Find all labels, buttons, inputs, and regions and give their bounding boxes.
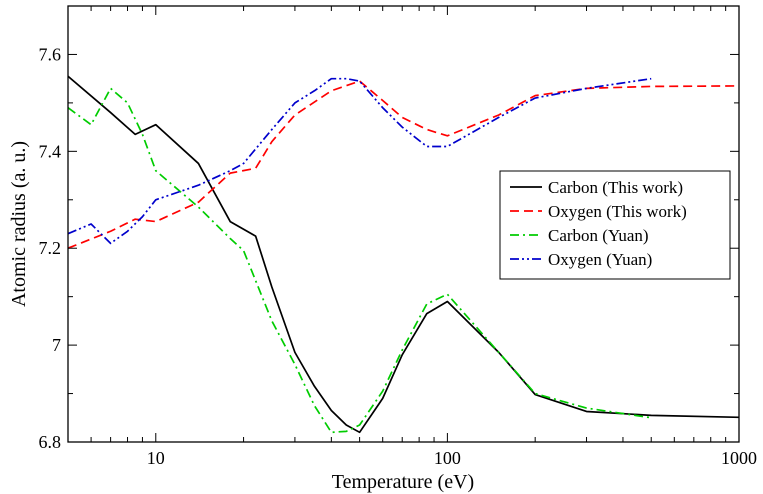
x-tick-label-0: 10 <box>147 448 165 468</box>
ticks-layer: 10 100 1000 6.8 7 7.2 7.4 7.6 <box>39 5 757 468</box>
y-tick-label-2: 7.2 <box>39 238 62 258</box>
x-tick-label-1: 100 <box>434 448 461 468</box>
series-layer <box>68 75 739 434</box>
y-tick-label-4: 7.6 <box>39 44 62 64</box>
series-line-1 <box>68 80 739 250</box>
plot-frame <box>67 5 740 443</box>
legend-label-0: Carbon (This work) <box>548 178 683 197</box>
legend: Carbon (This work) Oxygen (This work) Carb… <box>499 170 731 280</box>
y-tick-label-1: 7 <box>52 335 61 355</box>
y-tick-label-3: 7.4 <box>39 141 62 161</box>
legend-label-1: Oxygen (This work) <box>548 202 687 221</box>
x-tick-label-2: 1000 <box>721 448 757 468</box>
series-line-3 <box>68 77 652 245</box>
y-tick-label-0: 6.8 <box>39 432 62 452</box>
y-axis-label: Atomic radius (a. u.) <box>8 141 30 307</box>
series-line-2 <box>68 87 652 434</box>
legend-label-2: Carbon (Yuan) <box>548 226 649 245</box>
legend-box <box>499 170 731 280</box>
legend-label-3: Oxygen (Yuan) <box>548 250 652 269</box>
x-axis-label: Temperature (eV) <box>332 471 474 493</box>
